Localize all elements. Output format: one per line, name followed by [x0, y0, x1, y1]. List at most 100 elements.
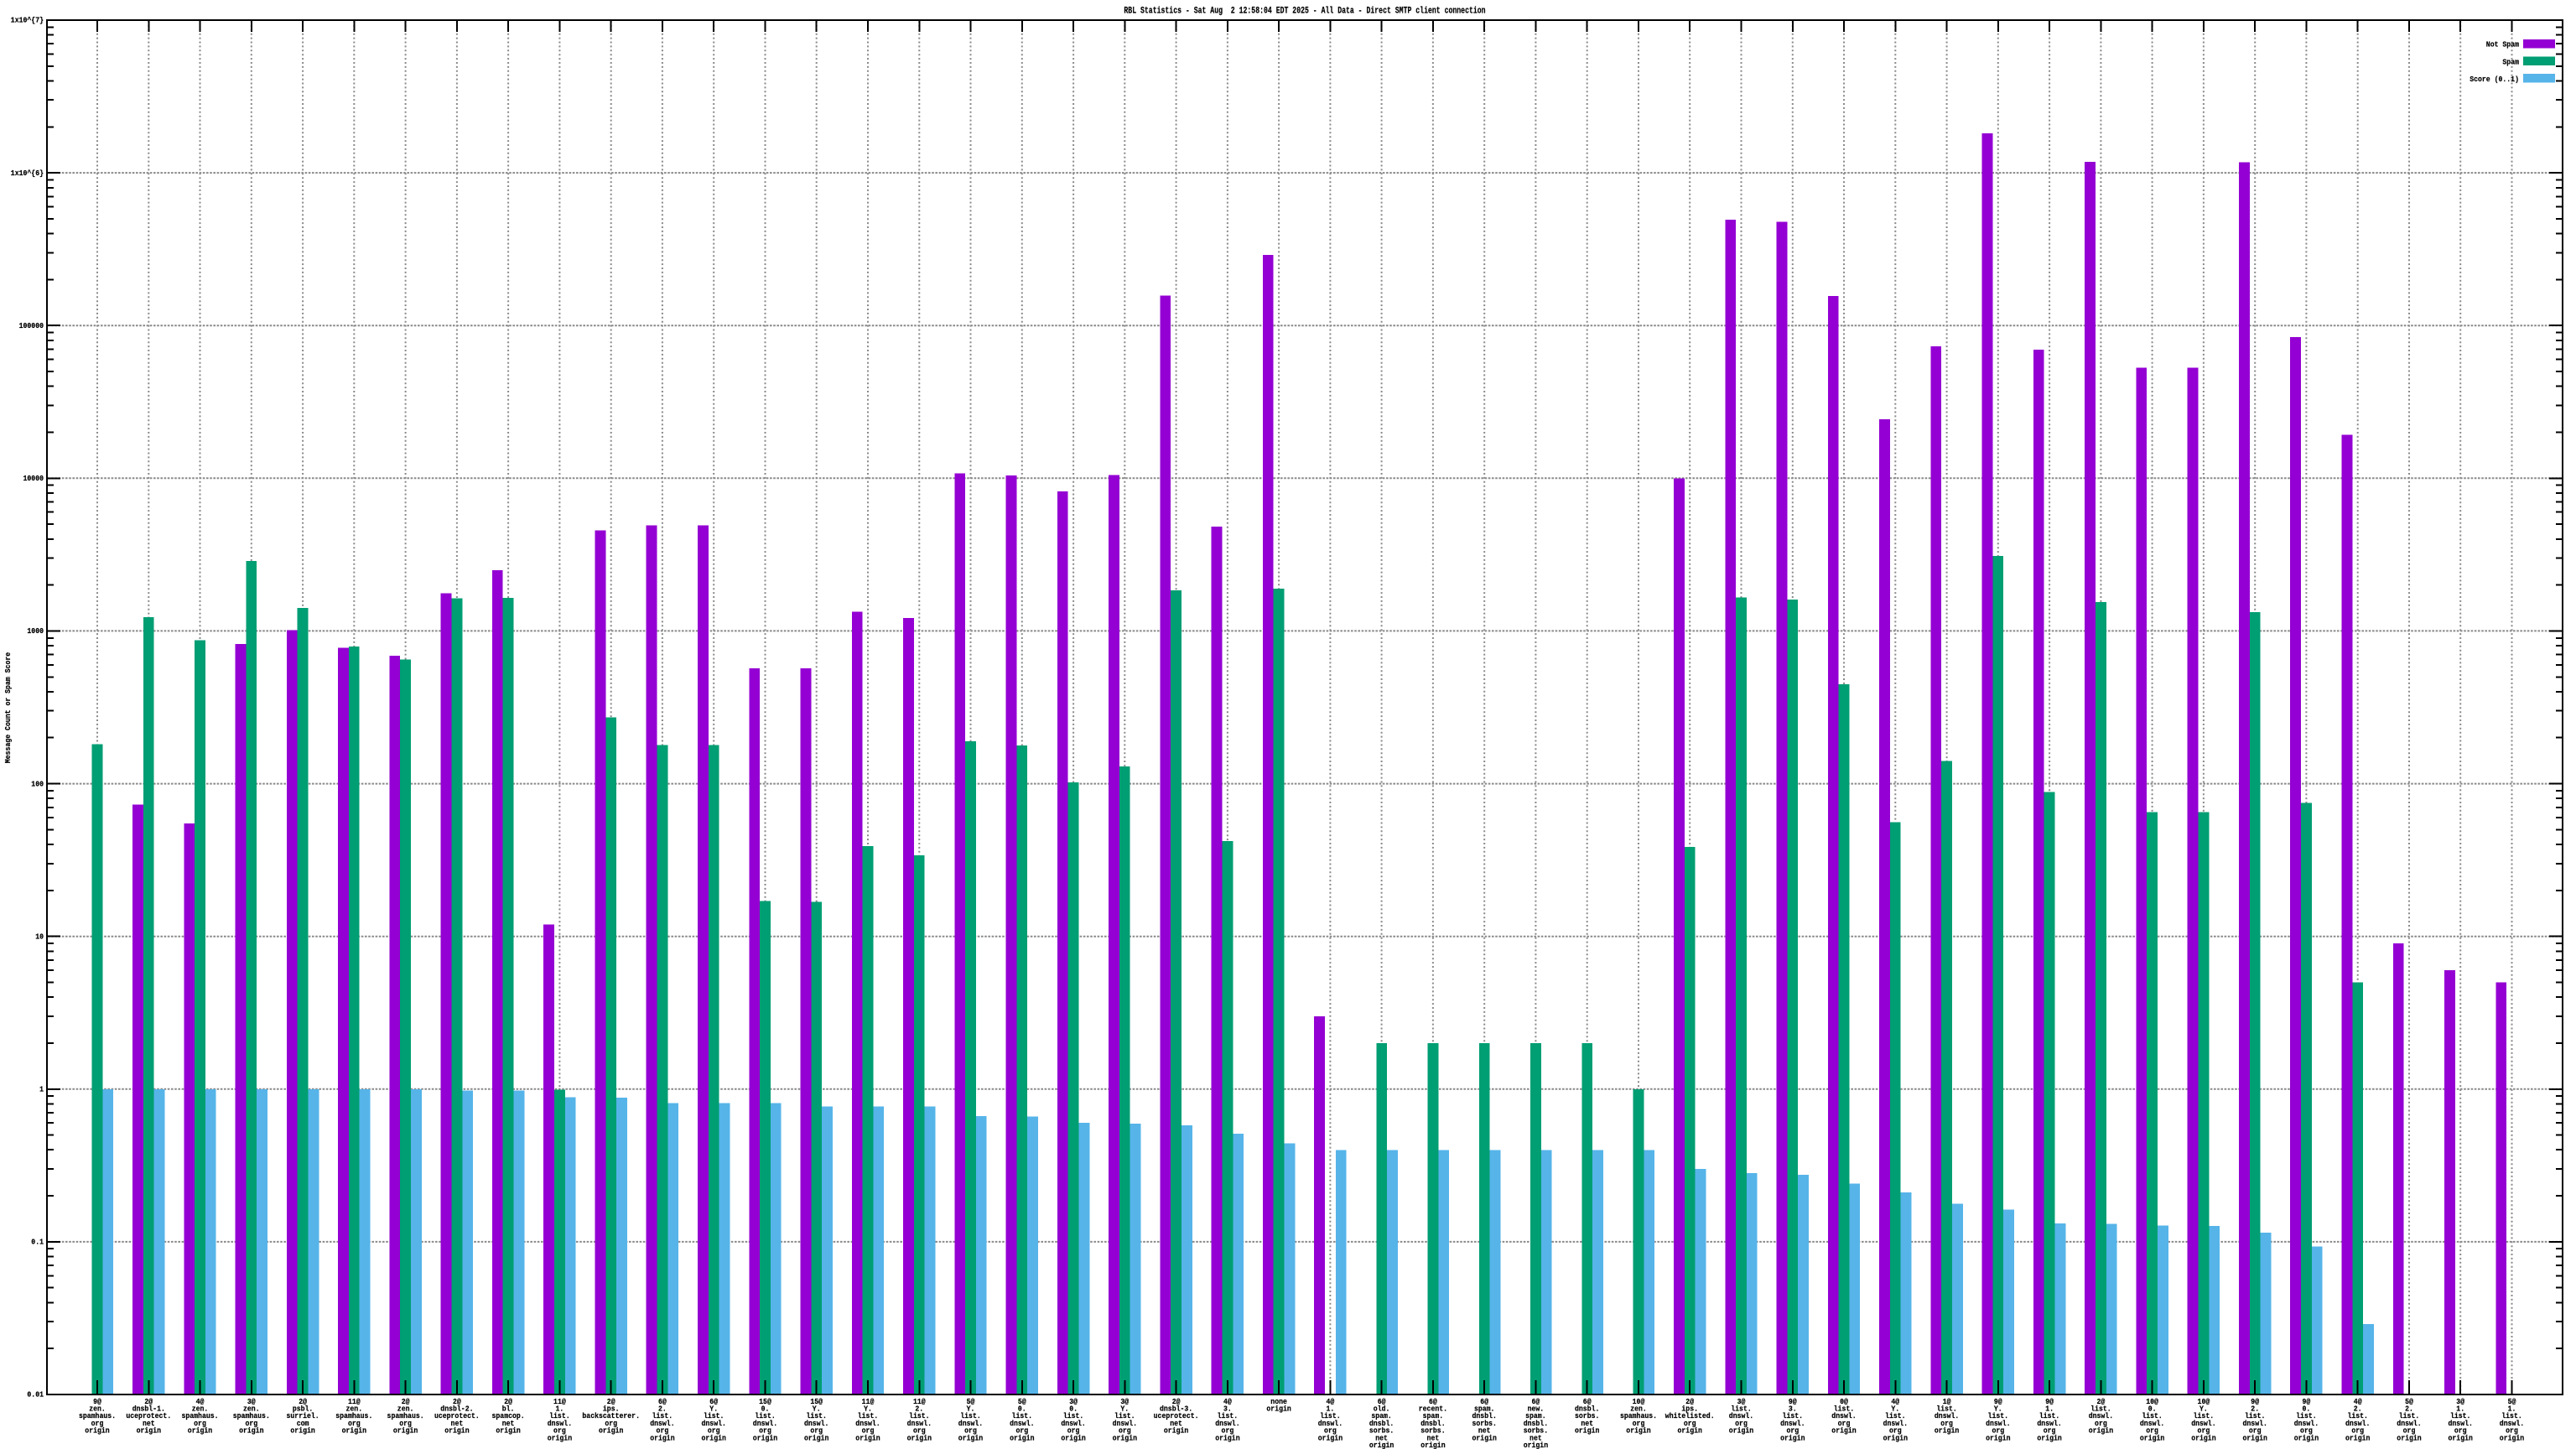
svg-text:1.: 1.	[2508, 1405, 2516, 1414]
svg-text:origin: origin	[702, 1434, 726, 1442]
svg-text:dnswl.: dnswl.	[1318, 1420, 1343, 1428]
svg-text:1@: 1@	[1943, 1398, 1951, 1406]
svg-text:org: org	[2095, 1420, 2107, 1428]
svg-text:spam.: spam.	[1525, 1412, 1546, 1420]
svg-text:list.: list.	[2296, 1412, 2317, 1420]
svg-text:list.: list.	[1063, 1412, 1084, 1420]
svg-text:2.: 2.	[915, 1405, 923, 1414]
svg-text:net: net	[1530, 1434, 1542, 1442]
svg-text:2@: 2@	[504, 1398, 512, 1406]
svg-text:2.: 2.	[2405, 1405, 2413, 1414]
svg-text:list.: list.	[858, 1412, 879, 1420]
svg-text:origin: origin	[239, 1427, 263, 1436]
svg-text:dnswl.: dnswl.	[958, 1420, 983, 1428]
svg-text:Y.: Y.	[864, 1405, 872, 1414]
svg-text:1x10^{7}: 1x10^{7}	[11, 17, 44, 25]
svg-text:origin: origin	[855, 1434, 880, 1442]
svg-text:origin: origin	[1524, 1441, 1548, 1449]
svg-text:100: 100	[31, 780, 44, 788]
svg-text:origin: origin	[393, 1427, 418, 1436]
svg-text:origin: origin	[753, 1434, 777, 1442]
svg-text:5@: 5@	[1018, 1398, 1026, 1406]
svg-text:3@: 3@	[1069, 1398, 1078, 1406]
svg-text:none: none	[1270, 1398, 1287, 1406]
svg-text:list.: list.	[755, 1412, 776, 1420]
svg-text:spamhaus.: spamhaus.	[233, 1412, 270, 1420]
svg-text:origin: origin	[1420, 1441, 1445, 1449]
svg-text:dnswl.: dnswl.	[2449, 1420, 2473, 1428]
svg-text:origin: origin	[1780, 1434, 1805, 1442]
svg-text:dnsbl-1.: dnsbl-1.	[132, 1405, 165, 1414]
svg-text:origin: origin	[2397, 1434, 2421, 1442]
svg-text:Y.: Y.	[1120, 1405, 1129, 1414]
svg-text:org: org	[1940, 1420, 1953, 1428]
svg-text:dnswl.: dnswl.	[753, 1420, 777, 1428]
svg-text:dnswl.: dnswl.	[548, 1420, 572, 1428]
svg-text:5@: 5@	[2405, 1398, 2413, 1406]
svg-text:origin: origin	[1215, 1434, 1239, 1442]
svg-text:uceprotect.: uceprotect.	[126, 1412, 171, 1420]
svg-text:9@: 9@	[1994, 1398, 2002, 1406]
svg-text:list.: list.	[2450, 1412, 2471, 1420]
svg-text:4@: 4@	[1327, 1398, 1335, 1406]
svg-text:org: org	[1222, 1427, 1234, 1436]
svg-text:2@: 2@	[1172, 1398, 1181, 1406]
svg-text:origin: origin	[2294, 1434, 2319, 1442]
svg-text:org: org	[862, 1427, 875, 1436]
svg-text:recent.: recent.	[1419, 1405, 1447, 1414]
svg-text:11@: 11@	[913, 1398, 926, 1406]
svg-text:Y.: Y.	[2199, 1405, 2208, 1414]
svg-text:15@: 15@	[759, 1398, 771, 1406]
svg-text:origin: origin	[1113, 1434, 1137, 1442]
svg-text:spam.: spam.	[1474, 1405, 1495, 1414]
svg-text:uceprotect.: uceprotect.	[1154, 1412, 1199, 1420]
svg-text:org: org	[1119, 1427, 1131, 1436]
svg-text:list.: list.	[2399, 1412, 2420, 1420]
svg-text:net: net	[1375, 1434, 1388, 1442]
svg-text:6@: 6@	[1429, 1398, 1437, 1406]
svg-text:origin: origin	[2191, 1434, 2215, 1442]
svg-text:org: org	[1786, 1427, 1799, 1436]
svg-text:4@: 4@	[196, 1398, 205, 1406]
svg-text:sorbs.: sorbs.	[1369, 1427, 1394, 1436]
svg-text:org: org	[1067, 1427, 1080, 1436]
svg-text:10@: 10@	[2146, 1398, 2158, 1406]
svg-text:0.1: 0.1	[31, 1239, 44, 1247]
svg-text:org: org	[810, 1427, 823, 1436]
svg-text:10: 10	[35, 932, 44, 941]
svg-text:dnswl.: dnswl.	[1780, 1420, 1805, 1428]
svg-text:1.: 1.	[556, 1405, 564, 1414]
svg-text:origin: origin	[1883, 1434, 1908, 1442]
svg-text:origin: origin	[907, 1434, 932, 1442]
svg-text:origin: origin	[137, 1427, 161, 1436]
svg-text:dnswl.: dnswl.	[855, 1420, 880, 1428]
svg-text:2@: 2@	[2097, 1398, 2106, 1406]
svg-text:net: net	[1581, 1420, 1593, 1428]
svg-text:0.: 0.	[2303, 1405, 2311, 1414]
svg-text:2@: 2@	[1685, 1398, 1694, 1406]
svg-text:1.: 1.	[2045, 1405, 2054, 1414]
svg-text:dnswl.: dnswl.	[2191, 1420, 2215, 1428]
svg-text:15@: 15@	[810, 1398, 823, 1406]
svg-text:3@: 3@	[2456, 1398, 2464, 1406]
svg-text:org: org	[1889, 1427, 1902, 1436]
svg-text:Y.: Y.	[813, 1405, 821, 1414]
svg-text:list.: list.	[1012, 1412, 1033, 1420]
svg-text:origin: origin	[804, 1434, 828, 1442]
svg-text:2@: 2@	[144, 1398, 153, 1406]
svg-text:3@: 3@	[1737, 1398, 1746, 1406]
svg-text:list.: list.	[2347, 1412, 2368, 1420]
svg-text:origin: origin	[290, 1427, 314, 1436]
svg-text:list.: list.	[2194, 1412, 2215, 1420]
svg-text:spamhaus.: spamhaus.	[387, 1412, 424, 1420]
svg-text:zen.: zen.	[243, 1405, 260, 1414]
svg-text:org: org	[1684, 1420, 1696, 1428]
svg-text:origin: origin	[2449, 1434, 2473, 1442]
svg-text:net: net	[502, 1420, 515, 1428]
svg-text:list.: list.	[704, 1412, 724, 1420]
svg-text:net: net	[143, 1420, 155, 1428]
svg-text:origin: origin	[1061, 1434, 1085, 1442]
svg-text:11@: 11@	[553, 1398, 566, 1406]
svg-text:0.: 0.	[761, 1405, 770, 1414]
svg-text:2@: 2@	[607, 1398, 615, 1406]
